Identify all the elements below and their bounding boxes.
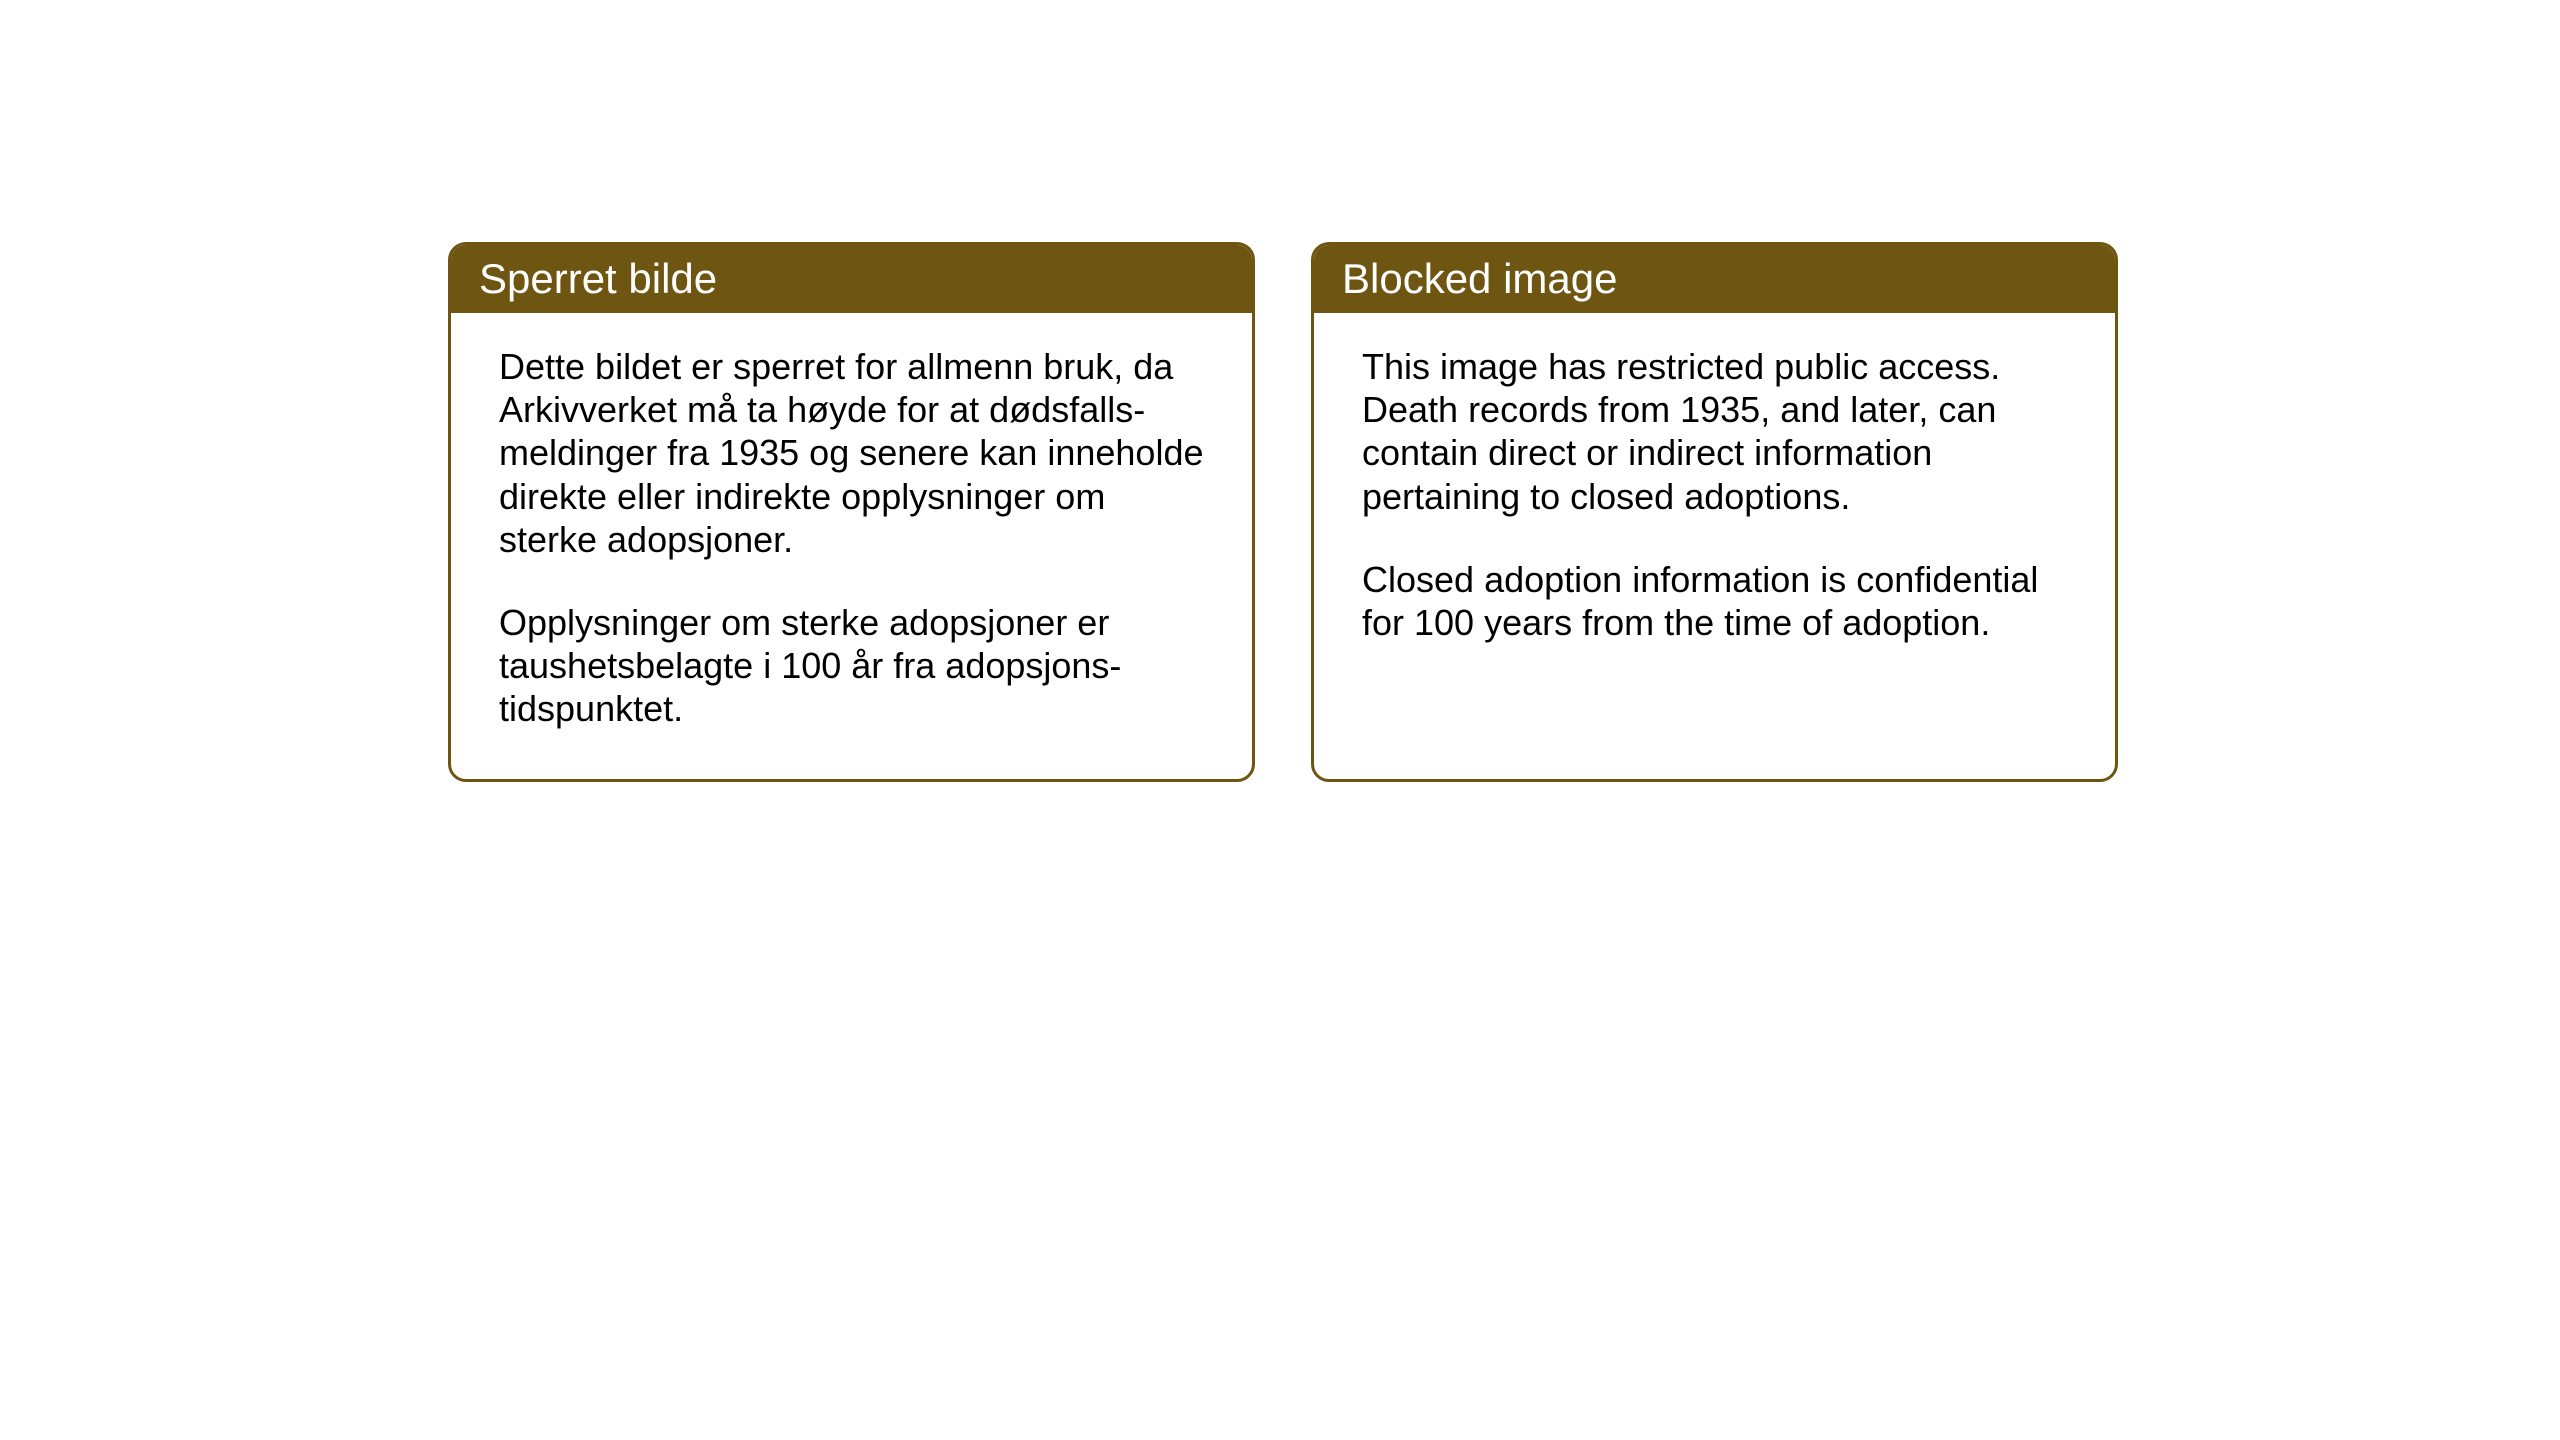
notice-paragraph-2-english: Closed adoption information is confident… xyxy=(1362,558,2067,644)
notice-paragraph-1-english: This image has restricted public access.… xyxy=(1362,345,2067,518)
notice-title-english: Blocked image xyxy=(1342,255,1617,302)
notice-paragraph-2-norwegian: Opplysninger om sterke adopsjoner er tau… xyxy=(499,601,1204,731)
notice-paragraph-1-norwegian: Dette bildet er sperret for allmenn bruk… xyxy=(499,345,1204,561)
notice-card-norwegian: Sperret bilde Dette bildet er sperret fo… xyxy=(448,242,1255,782)
notice-header-english: Blocked image xyxy=(1314,245,2115,313)
notice-header-norwegian: Sperret bilde xyxy=(451,245,1252,313)
notice-card-english: Blocked image This image has restricted … xyxy=(1311,242,2118,782)
notice-body-english: This image has restricted public access.… xyxy=(1314,313,2115,692)
notice-body-norwegian: Dette bildet er sperret for allmenn bruk… xyxy=(451,313,1252,779)
notice-title-norwegian: Sperret bilde xyxy=(479,255,717,302)
notice-container: Sperret bilde Dette bildet er sperret fo… xyxy=(448,242,2118,782)
